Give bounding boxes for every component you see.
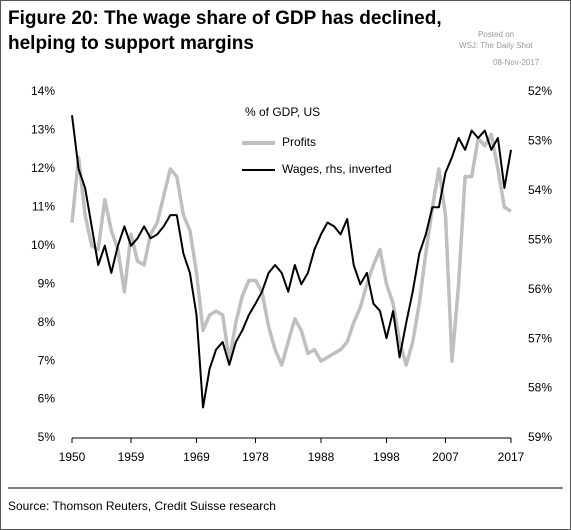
y2-tick-label: 58%	[528, 381, 552, 395]
legend-label: Wages, rhs, inverted	[282, 162, 392, 176]
x-tick-label: 2007	[432, 450, 459, 464]
chart-title: helping to support margins	[8, 33, 254, 54]
annotation: Posted on	[478, 30, 514, 39]
legend-title: % of GDP, US	[245, 105, 320, 119]
y2-tick-label: 57%	[528, 331, 552, 345]
x-tick-label: 1988	[308, 450, 335, 464]
y2-tick-label: 52%	[528, 84, 552, 98]
annotation: 08-Nov-2017	[493, 58, 540, 67]
y-tick-label: 8%	[38, 315, 56, 329]
y-tick-label: 6%	[38, 392, 56, 406]
source: Source: Thomson Reuters, Credit Suisse r…	[8, 499, 276, 513]
x-tick-label: 1998	[373, 450, 400, 464]
series-line	[70, 132, 512, 367]
y2-tick-label: 55%	[528, 232, 552, 246]
legend-label: Profits	[282, 135, 316, 149]
annotation: WSJ: The Daily Shot	[459, 41, 533, 50]
series-line	[71, 115, 512, 409]
x-tick-label: 1959	[118, 450, 145, 464]
y2-tick-label: 54%	[528, 183, 552, 197]
x-tick-label: 1978	[242, 450, 269, 464]
y2-tick-label: 53%	[528, 134, 552, 148]
y-tick-label: 13%	[31, 123, 55, 137]
y-tick-label: 12%	[31, 161, 55, 175]
y-tick-label: 11%	[32, 200, 55, 214]
y-tick-label: 9%	[38, 276, 56, 290]
y-tick-label: 7%	[38, 353, 56, 367]
y-tick-label: 10%	[31, 238, 55, 252]
y-tick-label: 14%	[31, 84, 55, 98]
x-tick-label: 2017	[498, 450, 525, 464]
y2-tick-label: 59%	[528, 430, 552, 444]
chart-title: Figure 20: The wage share of GDP has dec…	[8, 8, 442, 29]
y-tick-label: 5%	[38, 430, 56, 444]
x-tick-label: 1950	[59, 450, 86, 464]
x-tick-label: 1969	[183, 450, 210, 464]
y2-tick-label: 56%	[528, 282, 552, 296]
